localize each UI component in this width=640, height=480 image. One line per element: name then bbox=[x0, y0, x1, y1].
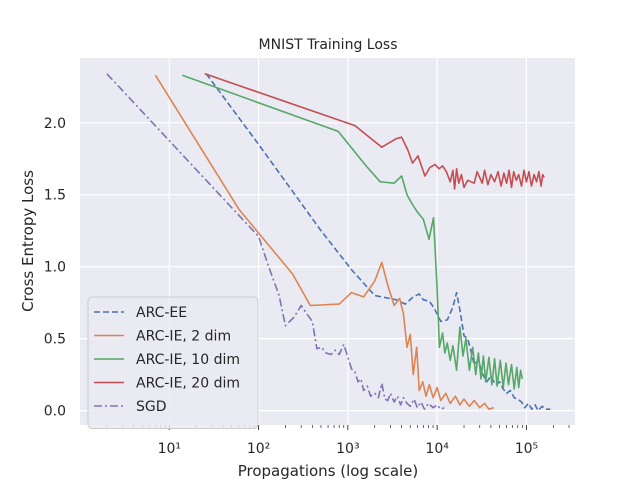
legend-label: ARC-EE bbox=[136, 305, 187, 321]
series-line-arc-ee bbox=[205, 73, 551, 412]
x-tick-label: 10⁵ bbox=[515, 441, 538, 457]
x-tick-label: 10² bbox=[247, 441, 270, 457]
legend-label: SGD bbox=[136, 399, 167, 415]
x-tick-label: 10⁴ bbox=[425, 441, 449, 457]
legend: ARC-EE ARC-IE, 2 dim ARC-IE, 10 dim ARC-IE,… bbox=[87, 296, 259, 429]
series-line-arc-ie-20-dim bbox=[204, 73, 545, 190]
x-axis-title: Propagations (log scale) bbox=[238, 462, 419, 480]
grid-lines bbox=[80, 58, 575, 425]
y-tick-label: 0.5 bbox=[44, 332, 66, 348]
series-line-sgd bbox=[106, 73, 445, 410]
y-tick-label: 1.5 bbox=[44, 188, 66, 204]
x-tick-label: 10¹ bbox=[158, 441, 181, 457]
y-tick-label: 1.0 bbox=[44, 260, 66, 276]
legend-label: ARC-IE, 20 dim bbox=[136, 376, 240, 392]
y-axis-title: Cross Entropy Loss bbox=[19, 170, 37, 312]
legend-box bbox=[87, 296, 259, 429]
series-line-arc-ie-10-dim bbox=[182, 74, 524, 390]
chart-title: MNIST Training Loss bbox=[259, 37, 398, 53]
legend-label: ARC-IE, 10 dim bbox=[136, 352, 240, 368]
data-series bbox=[106, 73, 551, 412]
y-tick-label: 0.0 bbox=[44, 404, 66, 420]
legend-label: ARC-IE, 2 dim bbox=[136, 329, 231, 345]
series-line-arc-ie-2-dim bbox=[154, 74, 494, 410]
x-tick-label: 10³ bbox=[336, 441, 359, 457]
y-tick-label: 2.0 bbox=[44, 116, 66, 132]
